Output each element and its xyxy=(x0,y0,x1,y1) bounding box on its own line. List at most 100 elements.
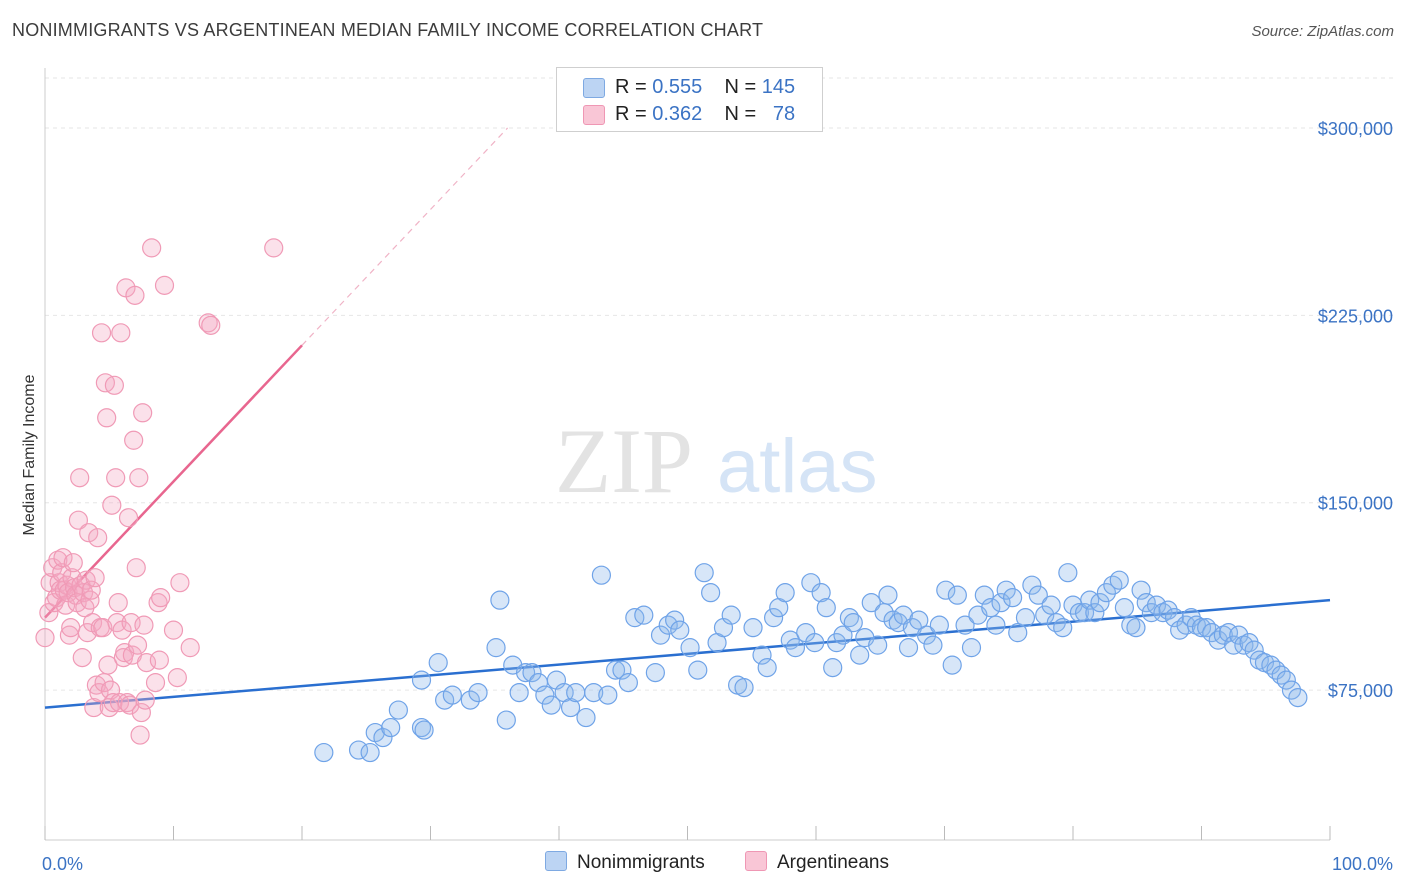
nonimmigrants-point xyxy=(1249,650,1269,670)
nonimmigrants-point xyxy=(1213,625,1233,645)
legend-swatch-pink xyxy=(583,105,605,125)
nonimmigrants-point xyxy=(785,638,806,658)
nonimmigrants-point xyxy=(701,583,721,603)
argentineans-point xyxy=(125,285,145,305)
nonimmigrants-point xyxy=(1229,625,1249,645)
argentineans-point xyxy=(264,238,284,258)
nonimmigrants-point xyxy=(1109,570,1129,590)
nonimmigrants-point xyxy=(757,658,777,678)
argentineans-point xyxy=(73,583,94,603)
argentineans-point xyxy=(145,673,166,693)
nonimmigrants-point xyxy=(645,663,665,683)
argentineans-point xyxy=(61,618,81,638)
nonimmigrants-point xyxy=(898,638,919,658)
argentineans-point xyxy=(104,375,124,395)
nonimmigrants-point xyxy=(1153,603,1173,623)
nonimmigrants-point xyxy=(460,690,480,710)
nonimmigrants-point xyxy=(509,682,529,703)
argentineans-point xyxy=(124,430,144,450)
nonimmigrants-point xyxy=(743,618,763,638)
legend-swatch-blue xyxy=(583,78,605,98)
argentineans-point xyxy=(81,580,101,600)
argentineans-point xyxy=(126,558,146,578)
nonimmigrants-point xyxy=(883,610,903,630)
chart-title: NONIMMIGRANTS VS ARGENTINEAN MEDIAN FAMI… xyxy=(12,20,764,40)
argentineans-point xyxy=(131,702,151,723)
nonimmigrants-point xyxy=(381,717,401,738)
nonimmigrants-point xyxy=(805,633,825,653)
nonimmigrants-point xyxy=(1008,623,1028,643)
argentineans-point xyxy=(154,275,175,295)
watermark-zip: ZIP xyxy=(555,410,693,512)
argentineans-point xyxy=(53,548,73,568)
argentineans-point xyxy=(151,588,171,608)
nonimmigrants-point xyxy=(1224,635,1244,655)
nonimmigrants-point xyxy=(986,615,1006,635)
nonimmigrants-point xyxy=(734,677,754,698)
nonimmigrants-point xyxy=(1015,608,1036,628)
nonimmigrants-point xyxy=(411,717,432,738)
argentineans-point xyxy=(97,408,117,428)
nonimmigrants-point xyxy=(665,610,685,630)
y-tick-label: $300,000 xyxy=(1318,119,1393,139)
nonimmigrants-point xyxy=(826,633,847,653)
argentineans-point xyxy=(93,618,113,638)
nonimmigrants-point xyxy=(823,658,843,678)
argentineans-point xyxy=(167,668,187,688)
stats-legend: R = 0.555 N = 145 R = 0.362 N = 78 xyxy=(556,67,823,132)
argentineans-point xyxy=(68,510,89,530)
nonimmigrants-point xyxy=(947,585,967,605)
nonimmigrants-point xyxy=(843,613,863,633)
nonimmigrants-point xyxy=(680,638,700,658)
argentineans-point xyxy=(130,725,150,745)
argentineans-point xyxy=(84,697,104,718)
argentineans-trend-extension xyxy=(301,127,509,346)
nonimmigrants-point xyxy=(442,685,462,705)
nonimmigrants-point xyxy=(916,625,937,645)
argentineans-point xyxy=(149,650,169,670)
nonimmigrants-point xyxy=(775,583,795,603)
argentineans-point xyxy=(135,690,155,710)
nonimmigrants-point xyxy=(721,605,741,625)
nonimmigrants-point xyxy=(670,620,690,640)
argentineans-point xyxy=(77,623,98,643)
nonimmigrants-point xyxy=(560,697,581,718)
argentineans-point xyxy=(89,682,109,703)
y-tick-label: $150,000 xyxy=(1318,494,1393,514)
nonimmigrants-point xyxy=(360,742,380,763)
nonimmigrants-point xyxy=(468,682,488,703)
nonimmigrants-point xyxy=(923,635,943,655)
nonimmigrants-point xyxy=(591,565,612,585)
argentineans-point xyxy=(88,528,108,548)
nonimmigrants-point xyxy=(348,740,369,760)
nonimmigrants-point xyxy=(1158,600,1178,620)
nonimmigrants-trend-line xyxy=(44,598,1331,709)
argentineans-point xyxy=(133,403,153,423)
nonimmigrants-point xyxy=(414,720,434,740)
nonimmigrants-point xyxy=(942,655,962,675)
argentineans-point xyxy=(180,638,200,658)
argentineans-points xyxy=(35,238,284,745)
argentineans-point xyxy=(201,315,221,335)
argentineans-point xyxy=(79,523,99,543)
nonimmigrants-point xyxy=(1058,563,1078,583)
nonimmigrants-point xyxy=(1003,588,1023,608)
nonimmigrants-point xyxy=(850,645,870,665)
argentineans-point xyxy=(91,323,112,343)
nonimmigrants-point xyxy=(605,660,626,680)
x-tick-label: 0.0% xyxy=(42,854,83,874)
legend-n-value: 145 xyxy=(761,76,796,98)
nonimmigrants-point xyxy=(411,670,432,690)
argentineans-point xyxy=(98,655,118,675)
nonimmigrants-point xyxy=(1022,575,1042,595)
nonimmigrants-point xyxy=(833,625,853,645)
nonimmigrants-point xyxy=(314,742,334,763)
nonimmigrants-point xyxy=(996,580,1016,600)
nonimmigrants-point xyxy=(1069,603,1090,623)
axis-ticks: $75,000 $150,000 $225,000 $300,000 xyxy=(44,119,1393,840)
source-label: Source: ZipAtlas.com xyxy=(1251,23,1394,40)
nonimmigrants-point xyxy=(1131,580,1151,600)
argentineans-point xyxy=(198,313,218,333)
nonimmigrants-point xyxy=(1028,585,1048,605)
